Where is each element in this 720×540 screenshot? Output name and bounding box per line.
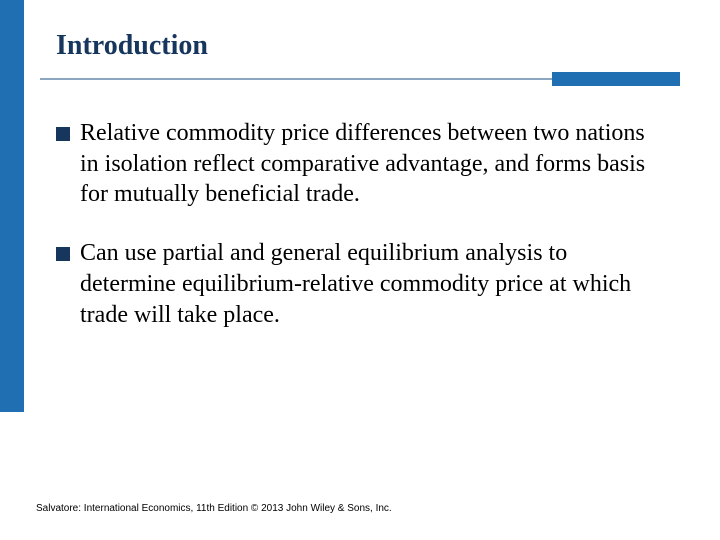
left-accent-bar: [0, 0, 24, 412]
square-bullet-icon: [56, 127, 70, 141]
content-area: Relative commodity price differences bet…: [56, 118, 656, 358]
slide-title: Introduction: [56, 30, 208, 62]
title-accent-block: [552, 72, 680, 86]
bullet-text: Relative commodity price differences bet…: [80, 118, 656, 210]
bullet-text: Can use partial and general equilibrium …: [80, 238, 656, 330]
bullet-item: Can use partial and general equilibrium …: [56, 238, 656, 330]
bullet-item: Relative commodity price differences bet…: [56, 118, 656, 210]
square-bullet-icon: [56, 247, 70, 261]
footer-citation: Salvatore: International Economics, 11th…: [36, 503, 392, 514]
